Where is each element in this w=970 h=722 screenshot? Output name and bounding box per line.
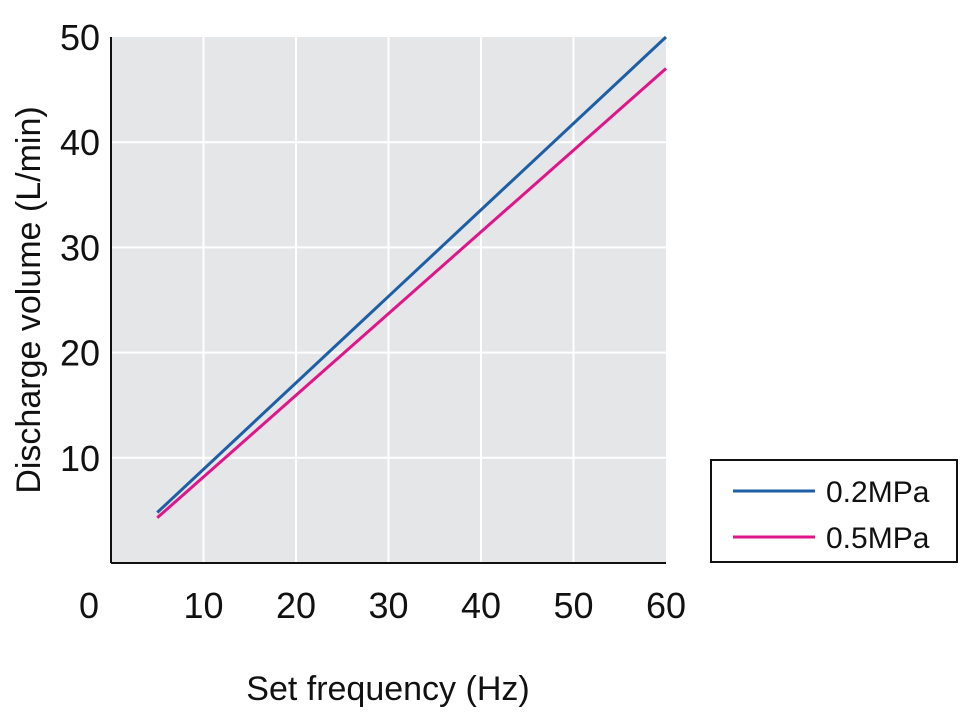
x-tick-label: 50	[553, 585, 593, 626]
series-lines	[156, 35, 668, 519]
x-axis-title: Set frequency (Hz)	[246, 670, 529, 708]
y-tick-label: 30	[60, 227, 100, 268]
y-tick-labels: 10 20 30 40 50	[60, 17, 100, 479]
x-tick-labels: 0 10 20 30 40 50 60	[79, 585, 686, 626]
legend-box	[710, 459, 958, 563]
grid-y	[111, 141, 666, 459]
x-tick-label: 30	[368, 585, 408, 626]
x-tick-label: 40	[461, 585, 501, 626]
y-tick-label: 50	[60, 17, 100, 58]
y-tick-label: 40	[60, 122, 100, 163]
series-line-2	[156, 67, 667, 519]
y-tick-label: 10	[60, 438, 100, 479]
x-tick-label: 60	[646, 585, 686, 626]
x-tick-label: 10	[183, 585, 223, 626]
legend-label: 0.2MPa	[826, 476, 930, 509]
x-tick-label: 20	[276, 585, 316, 626]
y-tick-label: 20	[60, 333, 100, 374]
series-line-1	[156, 35, 668, 514]
legend-items: 0.2MPa 0.5MPa	[733, 476, 930, 555]
legend: 0.2MPa 0.5MPa	[710, 459, 958, 563]
y-axis-title: Discharge volume (L/min)	[10, 106, 48, 493]
x-tick-label: 0	[79, 585, 99, 626]
legend-label: 0.5MPa	[826, 522, 930, 555]
